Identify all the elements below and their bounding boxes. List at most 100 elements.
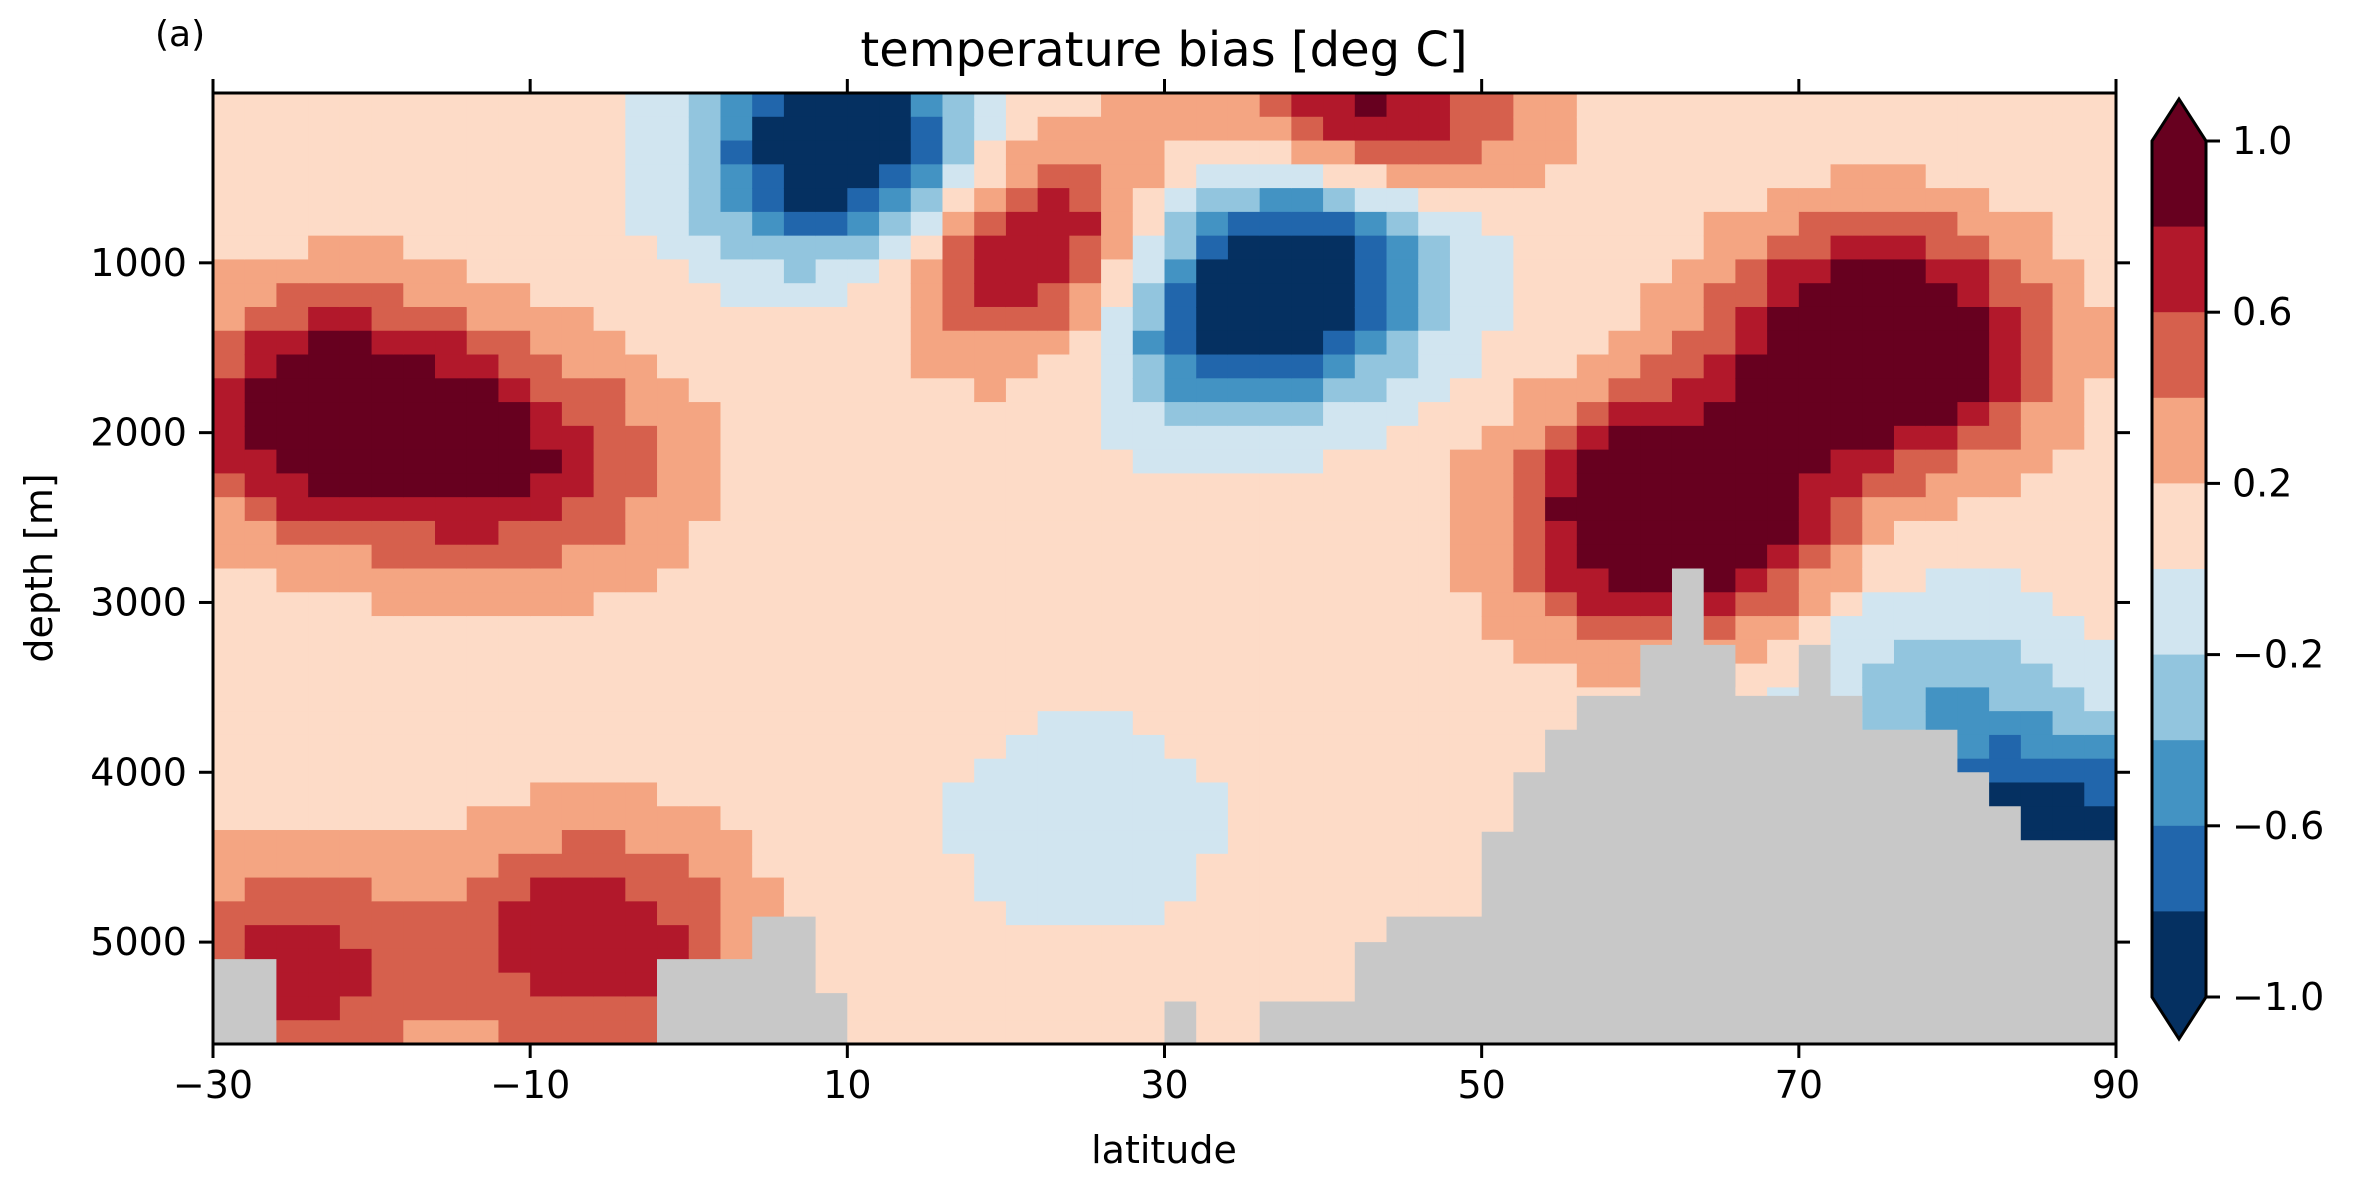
heat-cell [2084,592,2116,617]
heat-cell [688,402,722,427]
heat-cell [1037,996,1070,1021]
heat-cell [593,354,626,379]
heat-cell [783,283,817,308]
heat-cell [593,235,626,261]
heat-cell [1291,853,1324,879]
heat-cell [244,877,278,902]
heat-cell [942,948,975,974]
heat-cell [1037,711,1070,736]
heat-cell [1005,473,1039,498]
heat-cell [308,425,341,451]
heat-cell [1513,283,1546,308]
heat-cell [1830,378,1863,403]
heat-cell [1132,306,1166,332]
heat-cell [1164,806,1197,831]
heat-cell [1608,497,1641,522]
heat-cell [1196,188,1229,213]
heat-cell [974,948,1007,974]
heat-cell [1291,639,1324,665]
heat-cell [1291,901,1324,926]
heat-cell [974,211,1007,237]
heat-cell [657,473,690,498]
heat-cell [308,782,341,807]
heat-cell [1005,544,1039,570]
heat-cell [1703,164,1736,189]
heat-cell [403,853,436,879]
heat-cell [815,520,848,546]
heat-cell [561,164,595,189]
heat-cell [657,877,690,902]
heat-cell [1005,830,1039,855]
heat-cell [879,425,912,451]
heat-cell [1989,663,2022,688]
heat-cell [1576,378,1610,403]
heat-cell [403,925,436,950]
heat-cell [1101,259,1134,284]
heat-cell [561,449,595,475]
heat-cell [1703,520,1736,546]
heat-cell [593,378,626,403]
heat-cell [1037,425,1070,451]
heat-cell [403,473,436,498]
heat-cell [213,283,246,308]
heat-cell [720,283,753,308]
heat-cell [657,259,690,284]
heat-cell [1227,283,1261,308]
heat-cell [1449,259,1483,284]
heat-cell [308,235,341,261]
heat-cell [752,782,785,807]
heat-cell [1101,497,1134,522]
heat-cell [308,140,341,165]
heat-cell [1576,259,1610,284]
heat-cell [1545,330,1578,356]
heat-cell [688,116,722,142]
heat-cell [1354,259,1388,284]
heat-cell [879,140,912,165]
heat-cell [1259,877,1292,902]
heat-cell [942,93,975,118]
heat-cell [1449,830,1483,855]
heat-cell [213,877,246,902]
heat-cell [1671,330,1705,356]
heat-cell [1227,188,1261,213]
heat-cell [308,568,341,593]
heat-cell [530,354,563,379]
heat-cell [1196,235,1229,261]
heat-cell [815,711,848,736]
heat-cell [2020,378,2054,403]
heat-cell [276,734,309,760]
heat-cell [1005,520,1039,546]
heat-cell [276,259,309,284]
heat-cell [1989,259,2022,284]
heat-cell [1449,616,1483,641]
heat-cell [1132,164,1166,189]
heat-cell [910,425,944,451]
heat-cell [530,211,563,237]
heat-cell [1513,616,1546,641]
heat-cell [1132,497,1166,522]
heat-cell [625,283,658,308]
heat-cell [1227,93,1261,118]
heat-cell [1735,116,1768,142]
heat-cell [1259,948,1292,974]
heat-cell [2052,734,2085,760]
heat-cell [466,806,500,831]
heat-cell [1164,877,1197,902]
heat-cell [498,164,531,189]
heat-cell [1354,306,1388,332]
heat-cell [1513,235,1546,261]
heat-cell [466,116,500,142]
heat-cell [720,568,753,593]
heat-cell [1481,211,1514,237]
heat-cell [879,758,912,784]
heat-cell [879,734,912,760]
heat-cell [1640,211,1673,237]
heat-cell [1101,283,1134,308]
heat-cell [1005,972,1039,998]
heat-cell [1164,544,1197,570]
heat-cell [752,235,785,261]
heat-cell [1386,497,1419,522]
heat-cell [466,972,500,998]
heat-cell [1259,235,1292,261]
heat-cell [1703,188,1736,213]
